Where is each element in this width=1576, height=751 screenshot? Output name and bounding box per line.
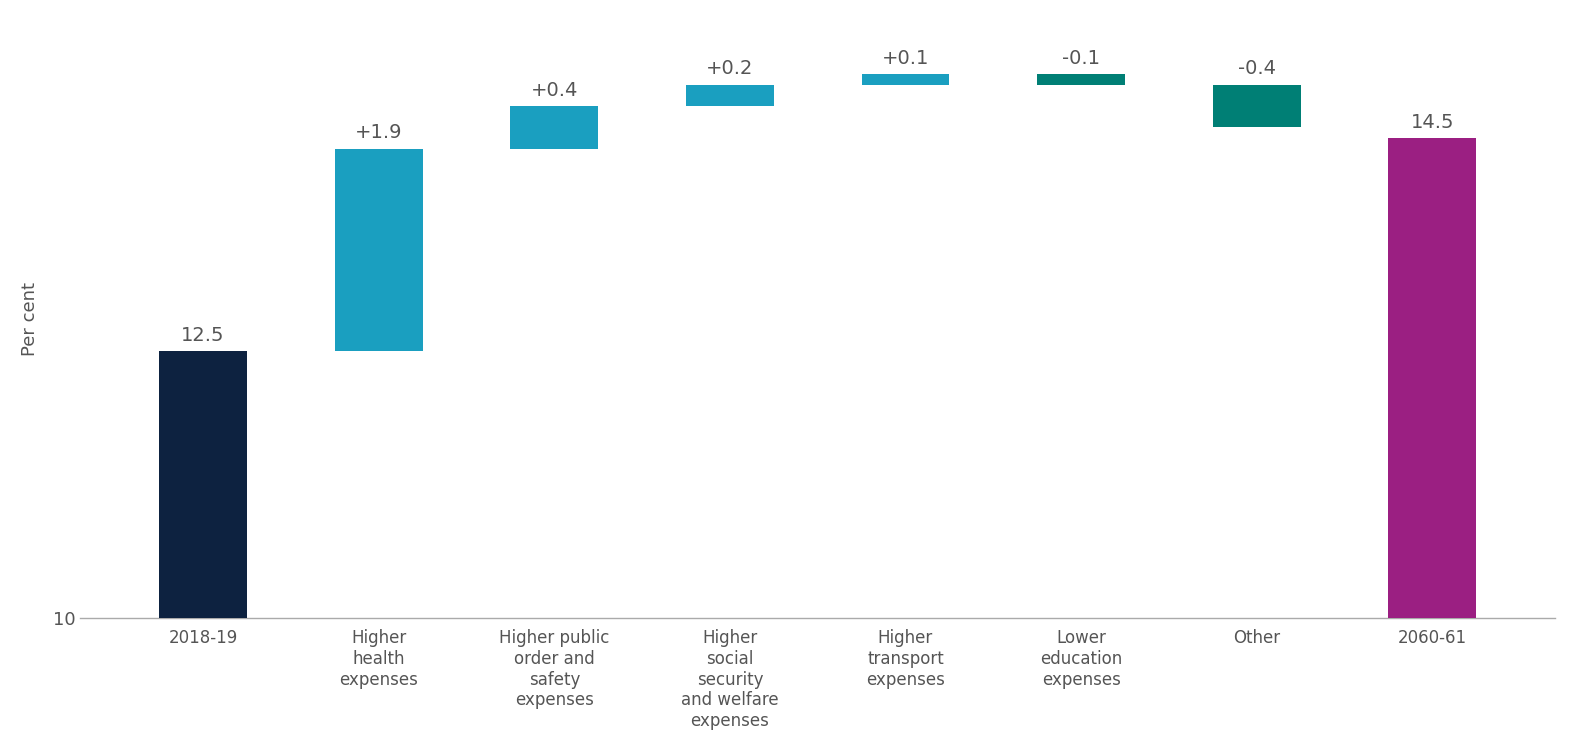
Bar [686,85,774,106]
Y-axis label: Per cent: Per cent [20,282,39,356]
Text: -0.4: -0.4 [1237,59,1275,78]
Text: +1.9: +1.9 [355,123,402,143]
Bar [511,106,599,149]
Bar [1388,138,1477,618]
Text: -0.1: -0.1 [1062,49,1100,68]
Bar [159,351,247,618]
Text: +0.2: +0.2 [706,59,753,78]
Bar [1214,85,1300,128]
Text: 14.5: 14.5 [1411,113,1455,131]
Text: 12.5: 12.5 [181,326,225,345]
Bar [334,149,422,351]
Bar [862,74,949,85]
Bar [1037,74,1125,85]
Text: +0.1: +0.1 [883,49,930,68]
Text: +0.4: +0.4 [531,80,578,100]
